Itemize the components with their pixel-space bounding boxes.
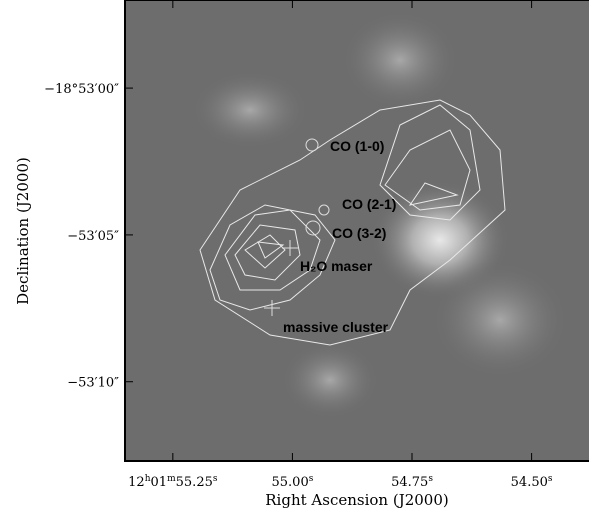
- annotation: CO (2-1): [342, 196, 396, 212]
- contours: [199, 99, 506, 346]
- annotation: CO (3-2): [332, 225, 386, 241]
- x-tick-label: 54.50s: [511, 474, 553, 490]
- x-tick-label: 54.75s: [391, 474, 433, 490]
- sky-image: [125, 0, 589, 461]
- x-tick-label: 55.00s: [271, 474, 313, 490]
- markers: [264, 138, 330, 316]
- y-axis-label: Declination (J2000): [14, 157, 32, 305]
- y-tick-label: −53′10″: [67, 376, 119, 391]
- x-axis-label: Right Ascension (J2000): [265, 491, 448, 509]
- annotation: H₂O maser: [300, 258, 373, 274]
- y-tick-label: −53′05″: [67, 229, 119, 244]
- annotation: CO (1-0): [330, 138, 384, 154]
- annotation: massive cluster: [283, 319, 389, 335]
- x-tick-label: 12h01m55.25s: [128, 474, 218, 490]
- plot-frame: [124, 0, 589, 462]
- y-tick-label: −18°53′00″: [44, 82, 119, 97]
